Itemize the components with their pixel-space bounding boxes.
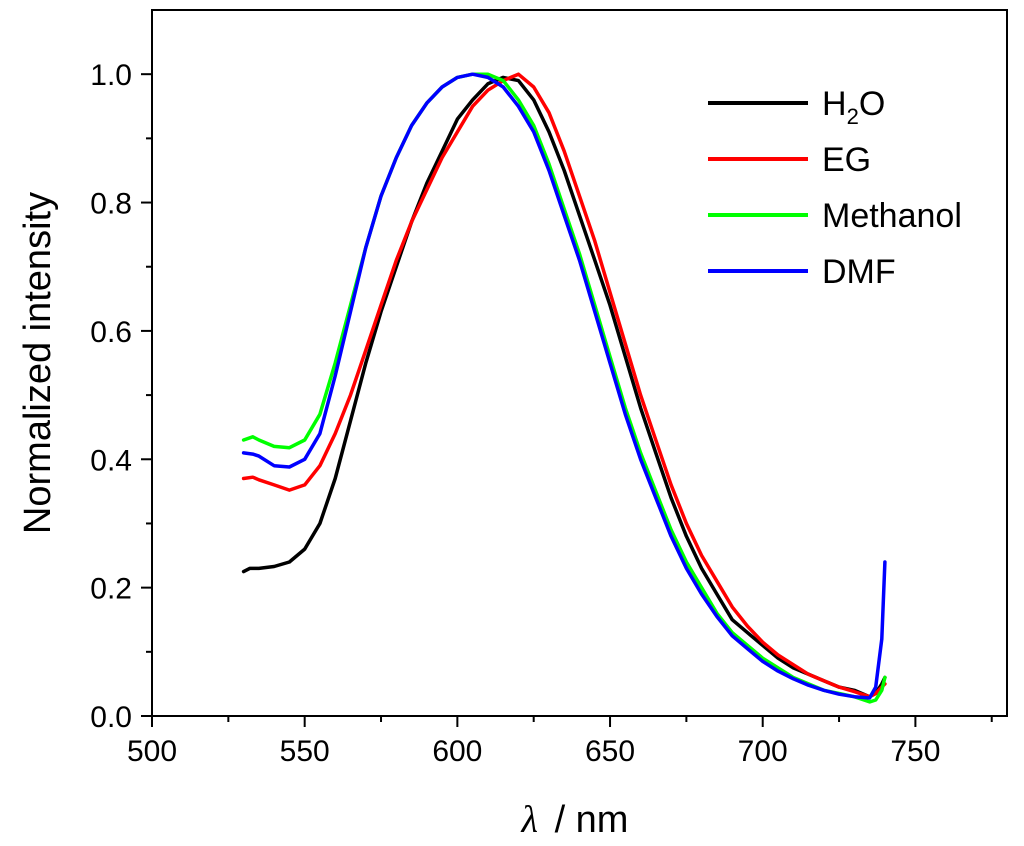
x-axis-symbol: λ: [521, 799, 538, 841]
y-axis-title: Normalized intensity: [17, 192, 59, 534]
x-tick-label: 750: [890, 735, 940, 768]
plot-area: [151, 9, 1008, 717]
legend-label: DMF: [822, 253, 896, 291]
y-tick-label: 1.0: [90, 59, 132, 92]
x-tick-label: 600: [432, 735, 482, 768]
legend: H2O EG Methanol DMF: [708, 85, 962, 291]
plot-frame: [151, 9, 1008, 717]
y-tick-label: 0.8: [90, 188, 132, 221]
x-axis-tick-labels: 500 550 600 650 700 750: [127, 735, 940, 768]
y-tick-label: 0.0: [90, 701, 132, 734]
y-axis-ticks: [141, 73, 152, 717]
x-tick-label: 550: [280, 735, 330, 768]
y-tick-label: 0.6: [90, 316, 132, 349]
series-line-h2o: [241, 75, 887, 699]
x-axis-unit: / nm: [555, 799, 629, 841]
x-tick-label: 650: [585, 735, 635, 768]
x-axis-ticks: [151, 716, 993, 727]
legend-label: EG: [822, 141, 871, 179]
legend-label: H2O: [822, 85, 885, 129]
y-axis-tick-labels: 0.0 0.2 0.4 0.6 0.8 1.0: [90, 59, 132, 734]
series-lines: [241, 72, 887, 704]
x-axis-title: λ / nm: [521, 799, 629, 841]
y-tick-label: 0.4: [90, 444, 132, 477]
x-tick-label: 700: [738, 735, 788, 768]
x-tick-label: 500: [127, 735, 177, 768]
legend-label: Methanol: [822, 197, 962, 235]
series-line-dmf: [241, 72, 887, 700]
series-line-eg: [241, 72, 887, 699]
y-tick-label: 0.2: [90, 573, 132, 606]
